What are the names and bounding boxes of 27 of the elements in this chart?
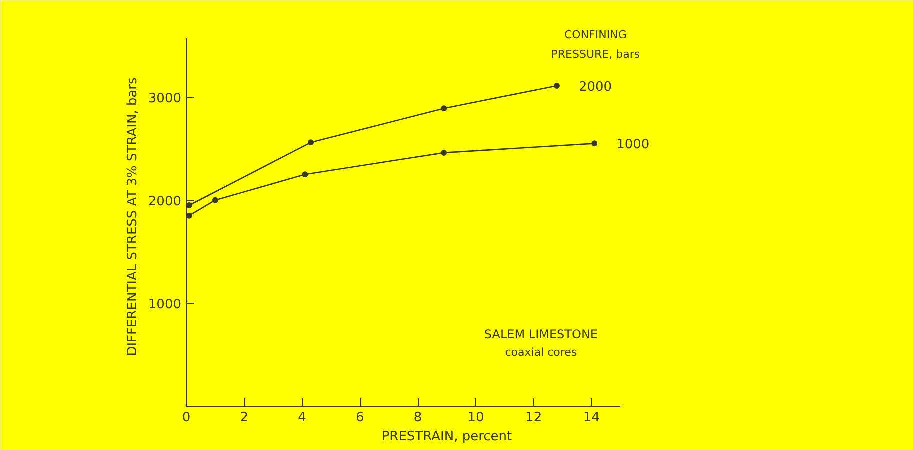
legend-title: CONFINING PRESSURE, bars xyxy=(551,28,640,62)
point xyxy=(186,202,192,209)
y-tick-label: 1000 xyxy=(148,297,182,312)
x-tick-label: 2 xyxy=(240,410,249,426)
x-tick-label: 0 xyxy=(182,410,191,426)
point xyxy=(212,197,218,204)
point xyxy=(302,172,308,178)
point xyxy=(308,140,314,146)
point xyxy=(441,106,448,112)
y-tick-label: 3000 xyxy=(148,91,182,106)
annotation: coaxial cores xyxy=(505,346,578,360)
x-tick-label: 8 xyxy=(414,410,422,426)
x-tick-label: 14 xyxy=(583,410,600,426)
x-tick-label: 10 xyxy=(468,410,484,426)
point xyxy=(186,212,192,219)
x-tick-label: 6 xyxy=(356,410,364,426)
series-label: 1000 xyxy=(616,138,650,153)
x-tick-label: 12 xyxy=(526,410,542,426)
annotation: SALEM LIMESTONE xyxy=(484,328,598,342)
series-label: 2000 xyxy=(578,80,612,95)
y-tick-label: 2000 xyxy=(148,194,182,210)
x-tick-label: 4 xyxy=(298,410,306,426)
point xyxy=(554,82,560,89)
point xyxy=(441,150,448,156)
point xyxy=(592,140,598,147)
y-axis-title: DIFFERENTIAL STRESS AT 3% STRAIN, bars xyxy=(125,77,140,356)
x-axis-title: PRESTRAIN, percent xyxy=(382,430,512,444)
